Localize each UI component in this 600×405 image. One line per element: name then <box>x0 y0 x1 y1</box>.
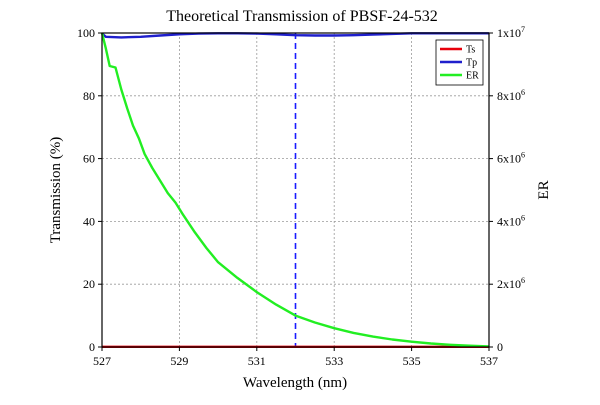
x-tick-label: 533 <box>325 354 343 368</box>
plot-frame <box>101 32 490 348</box>
series-layer <box>100 32 490 348</box>
y-axis-title: Transmission (%) <box>48 137 64 244</box>
y2-tick-label: 0 <box>497 340 503 354</box>
y2-tick-label: 1x107 <box>497 25 525 40</box>
y-tick-label: 40 <box>83 214 95 228</box>
y2-tick-label: 2x106 <box>497 276 525 291</box>
legend-label-er: ER <box>466 71 479 82</box>
series-line-er <box>100 32 490 348</box>
chart-title: Theoretical Transmission of PBSF-24-532 <box>166 8 438 25</box>
grid-layer <box>102 33 489 347</box>
y-tick-label: 60 <box>83 152 95 166</box>
y-tick-label: 80 <box>83 89 95 103</box>
legend-label-tp: Tp <box>466 58 477 69</box>
y2-axis-title: ER <box>536 180 552 199</box>
legend: Ts Tp ER <box>435 39 484 86</box>
legend-label-ts: Ts <box>466 45 475 56</box>
y-tick-label: 20 <box>83 277 95 291</box>
x-tick-label: 531 <box>248 354 266 368</box>
x-tick-label: 527 <box>93 354 111 368</box>
y2-tick-label: 6x106 <box>497 151 525 166</box>
x-tick-label: 529 <box>170 354 188 368</box>
y2-tick-label: 4x106 <box>497 213 525 228</box>
tick-layer: 527 529 531 533 535 53702040608010002x1064x10… <box>77 25 525 368</box>
y-tick-label: 0 <box>89 340 95 354</box>
y2-tick-label: 8x106 <box>497 88 525 103</box>
x-tick-label: 537 <box>480 354 498 368</box>
y-tick-label: 100 <box>77 26 95 40</box>
x-axis-title: Wavelength (nm) <box>243 375 347 391</box>
x-tick-label: 535 <box>403 354 421 368</box>
